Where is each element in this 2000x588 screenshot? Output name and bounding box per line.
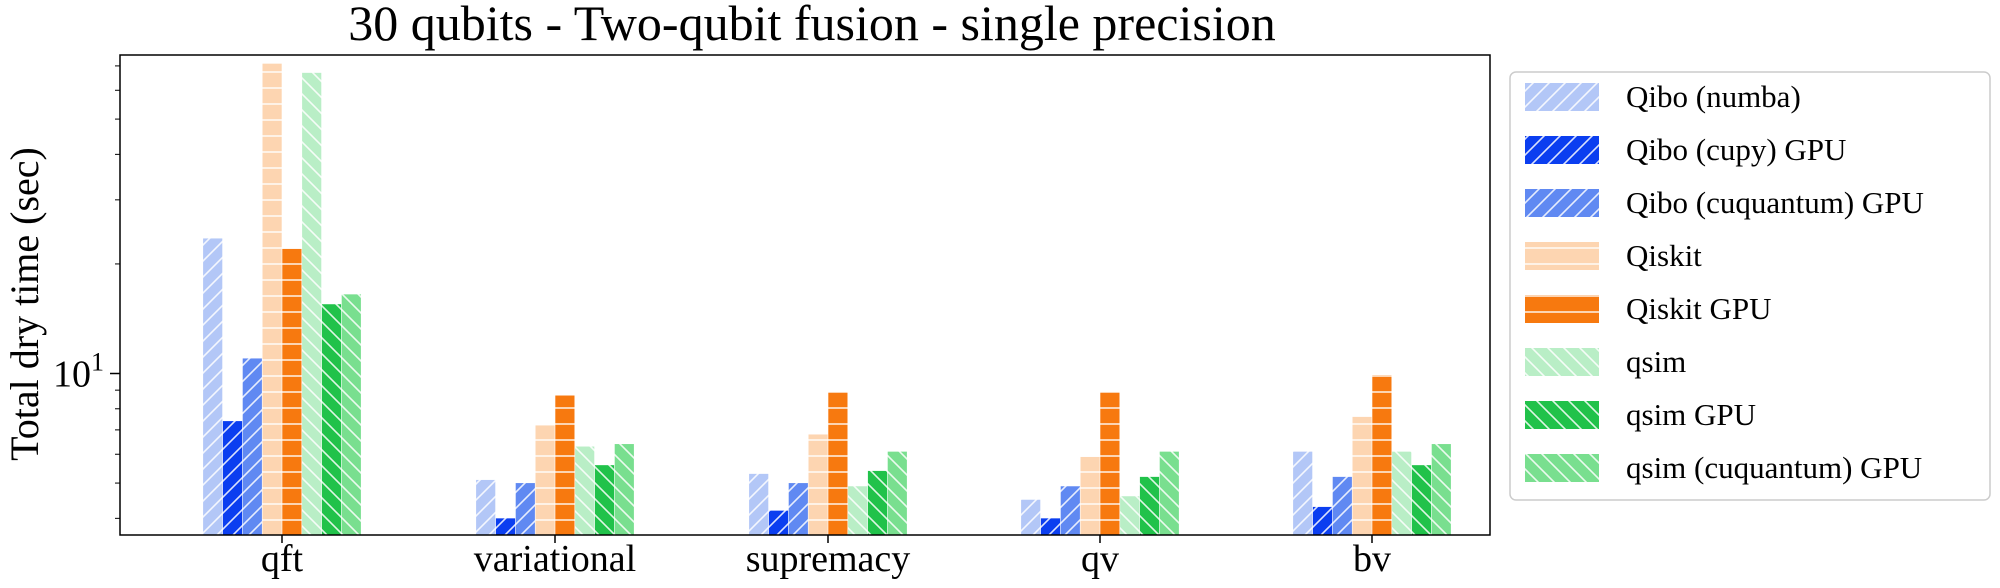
x-tick-label-qft: qft (261, 538, 304, 580)
legend-swatch (1525, 295, 1599, 323)
bar-variational-series-5 (555, 395, 575, 535)
x-tick-label-variational: variational (474, 538, 636, 580)
bar-bv-series-6 (1392, 451, 1412, 535)
bar-supremacy-series-1 (749, 473, 769, 535)
bar-supremacy-series-5 (828, 391, 848, 535)
bar-qft-series-1 (203, 238, 223, 536)
bar-qv-series-2 (1040, 518, 1061, 535)
bar-qft-series-3 (242, 358, 262, 535)
bar-supremacy-series-6 (848, 486, 868, 535)
legend-label: qsim (cuquantum) GPU (1626, 450, 1922, 485)
bar-supremacy-series-4 (808, 434, 828, 535)
bar-variational-series-7 (594, 465, 615, 535)
legend-label: Qiskit (1626, 238, 1702, 273)
x-ticks: qft variational supremacy qv bv (261, 535, 1391, 580)
bar-qft-series-4 (262, 63, 282, 535)
bar-bv-series-7 (1411, 465, 1432, 535)
x-tick-label-supremacy: supremacy (746, 538, 911, 580)
bar-qv-series-1 (1021, 499, 1041, 535)
bar-variational-series-6 (575, 446, 595, 535)
bar-bv-series-3 (1332, 476, 1352, 535)
bar-supremacy-series-8 (887, 451, 907, 535)
bar-variational-series-8 (614, 444, 634, 535)
legend-label: Qibo (cuquantum) GPU (1626, 185, 1924, 220)
bar-variational-series-3 (515, 483, 535, 535)
x-tick-label-qv: qv (1081, 538, 1119, 580)
bar-qft-series-5 (282, 248, 302, 535)
x-tick-label-bv: bv (1353, 538, 1391, 580)
bar-variational-series-1 (476, 479, 496, 535)
bar-bv-series-2 (1312, 506, 1333, 535)
bar-qft-series-6 (302, 72, 322, 536)
bar-supremacy-series-7 (867, 470, 888, 535)
legend-swatch (1525, 454, 1599, 482)
plot-frame (119, 54, 1491, 536)
legend-swatch (1525, 136, 1599, 164)
legend-swatch (1525, 401, 1599, 429)
bar-supremacy-series-3 (788, 483, 808, 535)
bar-bv-series-1 (1293, 451, 1313, 535)
legend: Qibo (numba) Qibo (cupy) GPU Qibo (cuquant… (1509, 71, 1991, 501)
legend-swatch (1525, 83, 1599, 111)
legend-label: qsim GPU (1626, 397, 1756, 432)
bar-bv-series-8 (1431, 444, 1451, 535)
bar-qv-series-5 (1100, 391, 1120, 535)
legend-swatch (1525, 242, 1599, 270)
bar-qv-series-6 (1120, 496, 1140, 535)
y-tick-label: 101 (53, 348, 104, 396)
legend-swatch (1525, 348, 1599, 376)
bar-bv-series-5 (1372, 375, 1392, 535)
bar-variational-series-4 (535, 425, 555, 535)
bar-qft-series-2 (222, 421, 243, 535)
bar-qft-series-8 (341, 294, 361, 535)
legend-label: Qibo (numba) (1626, 79, 1801, 114)
y-axis-label: Total dry time (sec) (2, 147, 47, 461)
bar-bv-series-4 (1352, 416, 1372, 535)
bar-qv-series-7 (1139, 476, 1160, 535)
bars (203, 63, 1451, 536)
y-ticks: 101 (53, 65, 120, 519)
legend-swatch (1525, 189, 1599, 217)
legend-box (1509, 71, 1991, 501)
bar-qv-series-4 (1080, 456, 1100, 535)
bar-qv-series-3 (1060, 486, 1080, 535)
bar-variational-series-2 (495, 518, 516, 535)
bar-supremacy-series-2 (768, 510, 789, 535)
bar-qft-series-7 (321, 304, 342, 535)
legend-label: Qibo (cupy) GPU (1626, 132, 1846, 167)
bar-qv-series-8 (1159, 451, 1179, 535)
legend-label: qsim (1626, 344, 1686, 379)
legend-label: Qiskit GPU (1626, 291, 1772, 326)
chart-title: 30 qubits - Two-qubit fusion - single pr… (348, 0, 1275, 51)
